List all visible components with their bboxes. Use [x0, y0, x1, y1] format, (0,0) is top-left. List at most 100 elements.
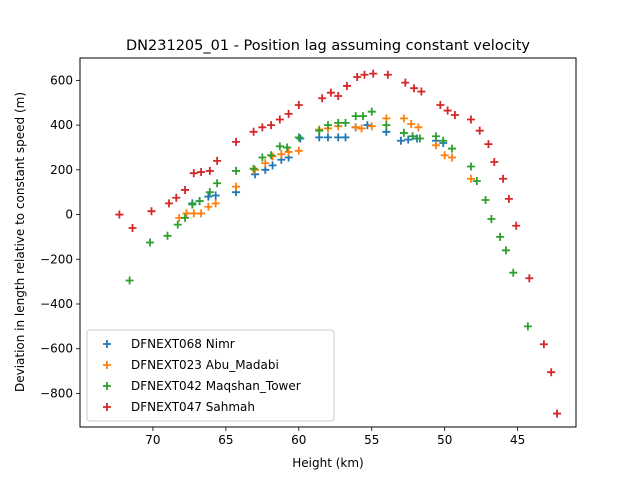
data-point [351, 123, 360, 132]
x-axis-label: Height (km) [292, 456, 363, 470]
series-3 [115, 69, 562, 418]
data-point [164, 199, 173, 208]
data-point [353, 73, 362, 82]
data-point [173, 220, 182, 229]
data-point [407, 119, 416, 128]
data-point [115, 210, 124, 219]
data-point [443, 106, 452, 115]
data-point [318, 94, 327, 103]
data-point [182, 209, 191, 218]
data-marks [115, 69, 562, 418]
legend-marker [103, 340, 111, 348]
data-point [181, 185, 190, 194]
x-tick-label: 60 [291, 433, 306, 447]
data-point [496, 232, 505, 241]
y-axis-label: Deviation in length relative to constant… [13, 92, 27, 392]
data-point [188, 200, 197, 209]
series-2 [125, 107, 532, 331]
data-point [294, 133, 303, 142]
data-point [315, 126, 324, 135]
data-point [466, 174, 475, 183]
data-point [334, 118, 343, 127]
data-point [440, 151, 449, 160]
y-axis: −800 −600 −400 −200 0 200 400 600 [40, 73, 80, 400]
data-point [197, 168, 206, 177]
data-point [436, 100, 445, 109]
y-tick-label: −200 [40, 252, 73, 266]
data-point [275, 142, 284, 151]
legend-marker [103, 361, 111, 369]
data-point [211, 191, 220, 200]
y-tick-label: −400 [40, 297, 73, 311]
data-point [466, 115, 475, 124]
data-point [439, 136, 448, 145]
data-point [360, 70, 369, 79]
data-point [523, 322, 532, 331]
legend-label: DFNEXT023 Abu_Madabi [131, 358, 279, 372]
data-point [258, 153, 267, 162]
x-tick-label: 45 [510, 433, 525, 447]
data-point [326, 88, 335, 97]
data-point [267, 151, 276, 160]
data-point [484, 140, 493, 149]
y-tick-label: 600 [50, 73, 73, 87]
data-point [213, 156, 222, 165]
data-point [504, 194, 513, 203]
x-tick-label: 55 [364, 433, 379, 447]
data-point [261, 165, 270, 174]
data-point [268, 152, 277, 161]
data-point [268, 161, 277, 170]
data-point [481, 196, 490, 205]
data-point [509, 268, 518, 277]
data-point [417, 87, 426, 96]
data-point [404, 135, 413, 144]
data-point [415, 134, 424, 143]
data-point [258, 123, 267, 132]
data-point [351, 112, 360, 121]
data-point [475, 126, 484, 135]
data-point [205, 188, 214, 197]
data-point [232, 137, 241, 146]
data-point [414, 123, 423, 132]
legend-frame [86, 329, 335, 422]
legend-label: DFNEXT068 Nimr [131, 337, 235, 351]
data-point [399, 114, 408, 123]
data-point [172, 193, 181, 202]
data-point [487, 215, 496, 224]
y-tick-label: −600 [40, 342, 73, 356]
x-tick-label: 65 [218, 433, 233, 447]
data-point [128, 223, 137, 232]
data-point [147, 207, 156, 216]
data-point [261, 159, 270, 168]
data-point [324, 133, 332, 142]
data-point [341, 133, 350, 142]
data-point [205, 166, 214, 175]
data-point [294, 100, 303, 109]
data-point [408, 132, 417, 141]
data-point [249, 127, 258, 136]
data-point [448, 153, 456, 162]
data-point [284, 109, 293, 118]
data-point [324, 121, 332, 130]
data-point [277, 150, 286, 159]
legend-label: DFNEXT042 Maqshan_Tower [131, 379, 301, 393]
data-point [125, 276, 134, 285]
data-point [296, 134, 305, 143]
data-point [382, 127, 391, 136]
legend-marker [103, 382, 111, 390]
y-tick-label: 200 [50, 163, 73, 177]
data-point [146, 238, 155, 247]
data-point [466, 162, 475, 171]
data-point [382, 121, 391, 130]
data-point [363, 121, 372, 130]
data-point [490, 157, 499, 166]
data-point [232, 182, 241, 191]
data-point [431, 132, 440, 141]
data-point [547, 368, 556, 377]
data-point [204, 202, 213, 211]
data-point [195, 197, 204, 206]
data-point [213, 179, 222, 188]
data-point [249, 164, 258, 173]
data-point [284, 147, 293, 156]
